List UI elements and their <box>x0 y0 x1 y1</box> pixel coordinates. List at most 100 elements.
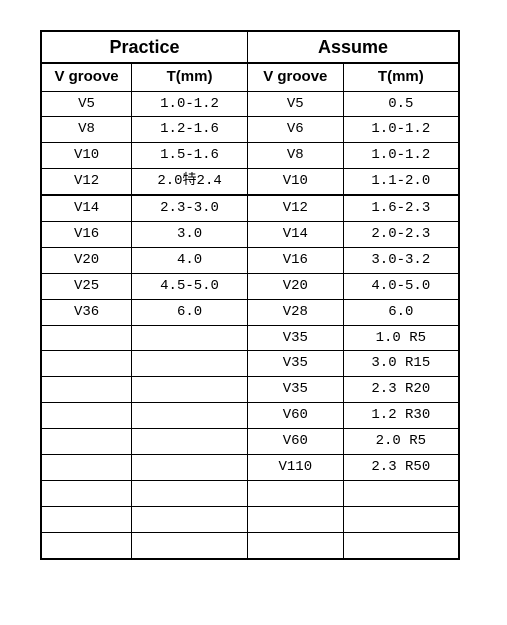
cell-assume-t <box>343 532 459 558</box>
header-sub-row: V groove T(mm) V groove T(mm) <box>41 63 459 91</box>
cell-assume-vgroove <box>247 532 343 558</box>
cell-assume-t: 1.0-1.2 <box>343 143 459 169</box>
col-practice-t: T(mm) <box>132 63 248 91</box>
cell-practice-vgroove <box>41 403 132 429</box>
cell-practice-t <box>132 480 248 506</box>
cell-assume-t: 1.6-2.3 <box>343 195 459 221</box>
cell-assume-t: 0.5 <box>343 91 459 117</box>
cell-assume-vgroove: V12 <box>247 195 343 221</box>
cell-assume-vgroove <box>247 506 343 532</box>
cell-practice-vgroove: V20 <box>41 247 132 273</box>
table-row <box>41 506 459 532</box>
table-body: V51.0-1.2V50.5V81.2-1.6V61.0-1.2V101.5-1… <box>41 91 459 559</box>
cell-practice-vgroove <box>41 532 132 558</box>
cell-assume-vgroove: V35 <box>247 325 343 351</box>
table-row <box>41 480 459 506</box>
cell-practice-vgroove: V16 <box>41 222 132 248</box>
cell-assume-t: 2.3 R20 <box>343 377 459 403</box>
col-assume-t: T(mm) <box>343 63 459 91</box>
cell-practice-t <box>132 455 248 481</box>
cell-assume-vgroove: V60 <box>247 403 343 429</box>
table-row: V142.3-3.0V121.6-2.3 <box>41 195 459 221</box>
cell-assume-vgroove: V5 <box>247 91 343 117</box>
cell-practice-t: 2.3-3.0 <box>132 195 248 221</box>
cell-practice-vgroove: V5 <box>41 91 132 117</box>
col-assume-vgroove: V groove <box>247 63 343 91</box>
cell-assume-t: 4.0-5.0 <box>343 273 459 299</box>
cell-assume-t: 6.0 <box>343 299 459 325</box>
cell-assume-vgroove: V14 <box>247 222 343 248</box>
table-row: V51.0-1.2V50.5 <box>41 91 459 117</box>
cell-practice-vgroove: V8 <box>41 117 132 143</box>
cell-assume-t: 1.2 R30 <box>343 403 459 429</box>
cell-assume-vgroove: V35 <box>247 351 343 377</box>
table-row <box>41 532 459 558</box>
cell-assume-vgroove: V6 <box>247 117 343 143</box>
cell-practice-t: 4.0 <box>132 247 248 273</box>
cell-assume-vgroove: V10 <box>247 169 343 195</box>
cell-practice-t <box>132 532 248 558</box>
cell-practice-vgroove: V25 <box>41 273 132 299</box>
header-assume: Assume <box>247 31 459 63</box>
cell-assume-vgroove <box>247 480 343 506</box>
cell-assume-t <box>343 506 459 532</box>
cell-assume-t: 3.0 R15 <box>343 351 459 377</box>
table-row: V352.3 R20 <box>41 377 459 403</box>
cell-assume-t: 1.0 R5 <box>343 325 459 351</box>
table-row: V602.0 R5 <box>41 429 459 455</box>
cell-assume-t: 3.0-3.2 <box>343 247 459 273</box>
table-row: V601.2 R30 <box>41 403 459 429</box>
cell-assume-t: 1.0-1.2 <box>343 117 459 143</box>
cell-assume-vgroove: V16 <box>247 247 343 273</box>
cell-practice-vgroove <box>41 506 132 532</box>
cell-practice-t <box>132 325 248 351</box>
cell-practice-vgroove: V12 <box>41 169 132 195</box>
cell-practice-t: 2.0特2.4 <box>132 169 248 195</box>
cell-assume-vgroove: V8 <box>247 143 343 169</box>
cell-practice-vgroove <box>41 377 132 403</box>
cell-practice-t: 1.5-1.6 <box>132 143 248 169</box>
table-row: V1102.3 R50 <box>41 455 459 481</box>
cell-practice-vgroove <box>41 351 132 377</box>
table-row: V366.0V286.0 <box>41 299 459 325</box>
cell-assume-t: 2.0 R5 <box>343 429 459 455</box>
table-row: V351.0 R5 <box>41 325 459 351</box>
cell-practice-t <box>132 403 248 429</box>
table-row: V204.0V163.0-3.2 <box>41 247 459 273</box>
table-row: V353.0 R15 <box>41 351 459 377</box>
col-practice-vgroove: V groove <box>41 63 132 91</box>
cell-assume-t: 1.1-2.0 <box>343 169 459 195</box>
cell-practice-t: 1.2-1.6 <box>132 117 248 143</box>
cell-practice-t <box>132 429 248 455</box>
cell-practice-t <box>132 506 248 532</box>
table-row: V81.2-1.6V61.0-1.2 <box>41 117 459 143</box>
cell-assume-vgroove: V110 <box>247 455 343 481</box>
cell-practice-t: 4.5-5.0 <box>132 273 248 299</box>
cell-practice-vgroove: V14 <box>41 195 132 221</box>
table-row: V122.0特2.4V101.1-2.0 <box>41 169 459 195</box>
cell-practice-vgroove <box>41 429 132 455</box>
cell-assume-vgroove: V20 <box>247 273 343 299</box>
cell-assume-vgroove: V60 <box>247 429 343 455</box>
cell-practice-t <box>132 351 248 377</box>
cell-assume-vgroove: V28 <box>247 299 343 325</box>
header-practice: Practice <box>41 31 247 63</box>
cell-practice-vgroove: V36 <box>41 299 132 325</box>
cell-assume-t: 2.0-2.3 <box>343 222 459 248</box>
cell-practice-vgroove <box>41 325 132 351</box>
table-row: V101.5-1.6V81.0-1.2 <box>41 143 459 169</box>
cell-practice-vgroove <box>41 455 132 481</box>
cell-assume-t: 2.3 R50 <box>343 455 459 481</box>
vgroove-table: Practice Assume V groove T(mm) V groove … <box>40 30 460 560</box>
cell-practice-t: 1.0-1.2 <box>132 91 248 117</box>
cell-practice-t: 6.0 <box>132 299 248 325</box>
cell-practice-vgroove <box>41 480 132 506</box>
table-row: V163.0V142.0-2.3 <box>41 222 459 248</box>
header-group-row: Practice Assume <box>41 31 459 63</box>
cell-assume-t <box>343 480 459 506</box>
cell-practice-vgroove: V10 <box>41 143 132 169</box>
table-row: V254.5-5.0V204.0-5.0 <box>41 273 459 299</box>
cell-assume-vgroove: V35 <box>247 377 343 403</box>
cell-practice-t <box>132 377 248 403</box>
cell-practice-t: 3.0 <box>132 222 248 248</box>
